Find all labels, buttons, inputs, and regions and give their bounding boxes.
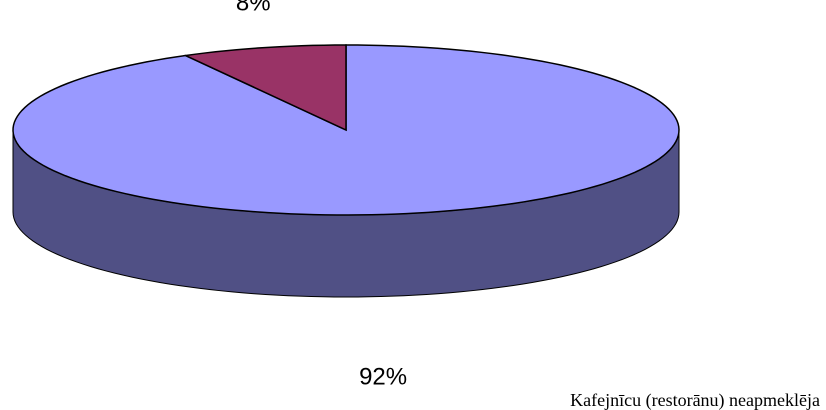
- data-label: 92%: [359, 363, 407, 390]
- slice: [182, 44, 347, 132]
- data-label: 8%: [236, 0, 271, 16]
- legend-label: Kafejnīcu (restorānu) neapmeklēja: [570, 390, 820, 410]
